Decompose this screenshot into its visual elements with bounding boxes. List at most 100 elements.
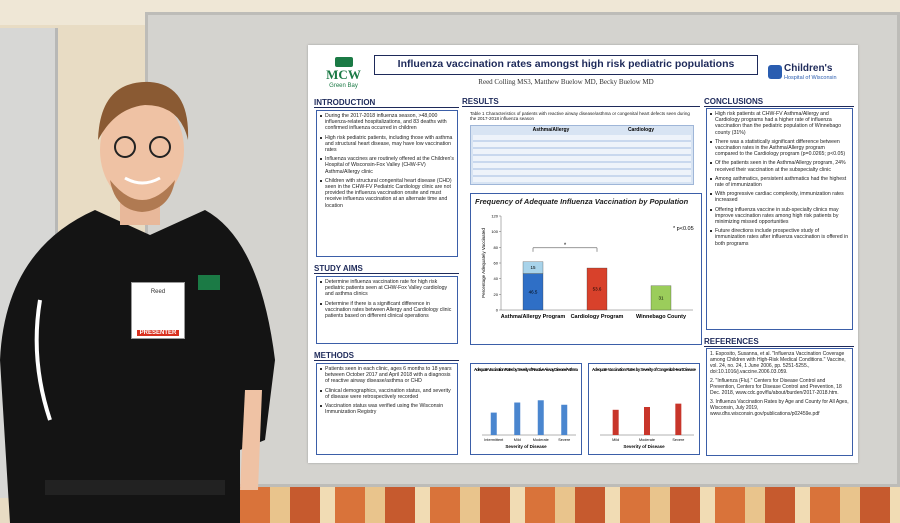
bullet-item: Influenza vaccines are routinely offered…	[320, 156, 454, 175]
methods-box: Patients seen in each clinic, ages 6 mon…	[316, 363, 458, 455]
reference: 1. Esposito, Susanna, et al. "Influenza …	[710, 351, 846, 375]
bar	[490, 412, 497, 435]
figure-box: Frequency of Adequate Influenza Vaccinat…	[470, 193, 702, 345]
small-figure: Adequate Vaccination Rates by Severity o…	[588, 363, 700, 455]
poster-title: Influenza vaccination rates amongst high…	[397, 58, 735, 70]
bullet-item: Future directions include prospective st…	[710, 228, 849, 247]
hair	[98, 81, 189, 140]
carpet	[240, 480, 900, 523]
bar	[644, 407, 650, 435]
logo-name: MCW	[326, 67, 361, 82]
section-heading: REFERENCES	[704, 337, 854, 347]
face	[100, 95, 184, 205]
aims-box: Determine influenza vaccination rate for…	[316, 276, 458, 344]
logo-name: Children's	[784, 63, 833, 74]
logo-sub: Hospital of Wisconsin	[784, 75, 837, 81]
category-label: Winnebago County	[636, 314, 687, 320]
table: Asthma/Allergy Cardiology	[470, 125, 694, 185]
x-axis-label: Severity of Disease	[505, 444, 547, 449]
kids-icon	[768, 65, 782, 79]
bullet-item: Of the patients seen in the Asthma/Aller…	[710, 160, 849, 173]
value-label: 53.6	[593, 287, 602, 292]
badge-name: Reed	[150, 289, 166, 295]
bar	[514, 402, 521, 435]
shirt-stripe	[34, 299, 52, 421]
category-label: Asthma/Allergy Program	[501, 314, 566, 320]
smile	[124, 176, 161, 185]
badge-label: PRESENTER	[137, 330, 179, 336]
bullet-item: High risk patients at CHW-FV Asthma/Alle…	[710, 111, 849, 136]
bullet-item: Among asthmatics, persistent asthmatics …	[710, 176, 849, 188]
intro-box: During the 2017-2018 influenza season, >…	[316, 110, 458, 257]
bullet-item: Patients seen in each clinic, ages 6 mon…	[320, 366, 454, 385]
value-label: 31	[658, 295, 664, 300]
bar-segment	[650, 285, 672, 311]
section-heading: METHODS	[314, 351, 459, 361]
y-tick-label: 100	[491, 229, 498, 234]
category-label: Moderate	[639, 438, 655, 442]
belt	[45, 480, 225, 495]
table-rows	[473, 135, 691, 182]
value-label: 46.5	[529, 289, 538, 294]
figure-title: Frequency of Adequate Influenza Vaccinat…	[475, 197, 689, 206]
bar	[675, 403, 682, 435]
section-heading: INTRODUCTION	[314, 98, 459, 108]
category-label: Severe	[558, 438, 570, 442]
category-label: Intermittent	[484, 438, 504, 442]
conclusions-box: High risk patients at CHW-FV Asthma/Alle…	[706, 108, 853, 330]
value-label: 15	[530, 265, 536, 270]
main-figure: 0 20 40 60 80 100 120 Percentage Adequately Vac…	[481, 214, 694, 321]
table-caption: Table 1 Characteristics of patients with…	[470, 111, 690, 121]
table-group: Cardiology	[627, 127, 655, 133]
y-tick-label: 60	[494, 261, 499, 266]
section-heading: STUDY AIMS	[314, 264, 459, 274]
bullet-item: During the 2017-2018 influenza season, >…	[320, 113, 454, 132]
book-icon	[334, 57, 353, 67]
bar	[612, 409, 619, 435]
x-axis-label: Severity of Disease	[623, 444, 665, 449]
y-tick-label: 120	[491, 214, 498, 219]
category-label: Moderate	[533, 438, 549, 442]
bullet-item: Determine influenza vaccination rate for…	[320, 279, 454, 298]
person	[0, 81, 275, 523]
logo-left: MCW Green Bay	[316, 57, 371, 89]
shirt	[0, 210, 275, 523]
name-badge: Reed PRESENTER	[131, 282, 185, 339]
bullet-item: Clinical demographics, vaccination statu…	[320, 388, 454, 400]
shirt-logo	[198, 275, 220, 290]
reference: 3. Influenza Vaccination Rates by Age an…	[710, 399, 849, 417]
authors: Reed Colling MS3, Matthew Buelow MD, Bec…	[478, 78, 654, 86]
category-label: Severe	[672, 438, 684, 442]
bullet-item: High risk pediatric patients, including …	[320, 135, 454, 154]
bar	[561, 404, 568, 435]
bullet-item: There was a statistically significant di…	[710, 139, 849, 158]
poster: MCW Green Bay Influenza vaccination rate…	[308, 45, 858, 463]
category-label: Mild	[612, 438, 619, 442]
y-tick-label: 0	[496, 308, 499, 313]
references-box: 1. Esposito, Susanna, et al. "Influenza …	[706, 348, 853, 456]
bar-segment	[586, 267, 608, 311]
logo-sub: Green Bay	[329, 83, 358, 89]
bar	[537, 400, 544, 435]
arm	[240, 390, 262, 490]
y-tick-label: 20	[494, 292, 499, 297]
table-group: Asthma/Allergy	[532, 127, 570, 133]
note: * p<0.05	[673, 226, 694, 232]
bar-segment	[522, 261, 544, 274]
y-axis-label: Percentage Adequately Vaccinated	[481, 228, 486, 298]
figure-title: Adequate Vaccination Rates by Severity o…	[474, 367, 579, 372]
bullet-item: Vaccination status was verified using th…	[320, 403, 454, 415]
reference: 2. "Influenza (Flu)." Centers for Diseas…	[710, 378, 842, 396]
glasses	[114, 136, 136, 158]
small-figure: Adequate Vaccination Rates by Severity o…	[470, 363, 582, 455]
section-heading: RESULTS	[462, 97, 700, 107]
bullet-item: Determine if there is a significant diff…	[320, 301, 454, 320]
y-tick-label: 40	[494, 276, 499, 281]
glasses	[149, 136, 171, 158]
section-heading: CONCLUSIONS	[704, 97, 854, 107]
bullet-item: Offering influenza vaccine in sub-specia…	[710, 207, 849, 226]
bullet-item: Children with structural congenital hear…	[320, 178, 454, 209]
beard	[110, 180, 175, 212]
bullet-item: With progressive cardiac complexity, imm…	[710, 191, 849, 203]
